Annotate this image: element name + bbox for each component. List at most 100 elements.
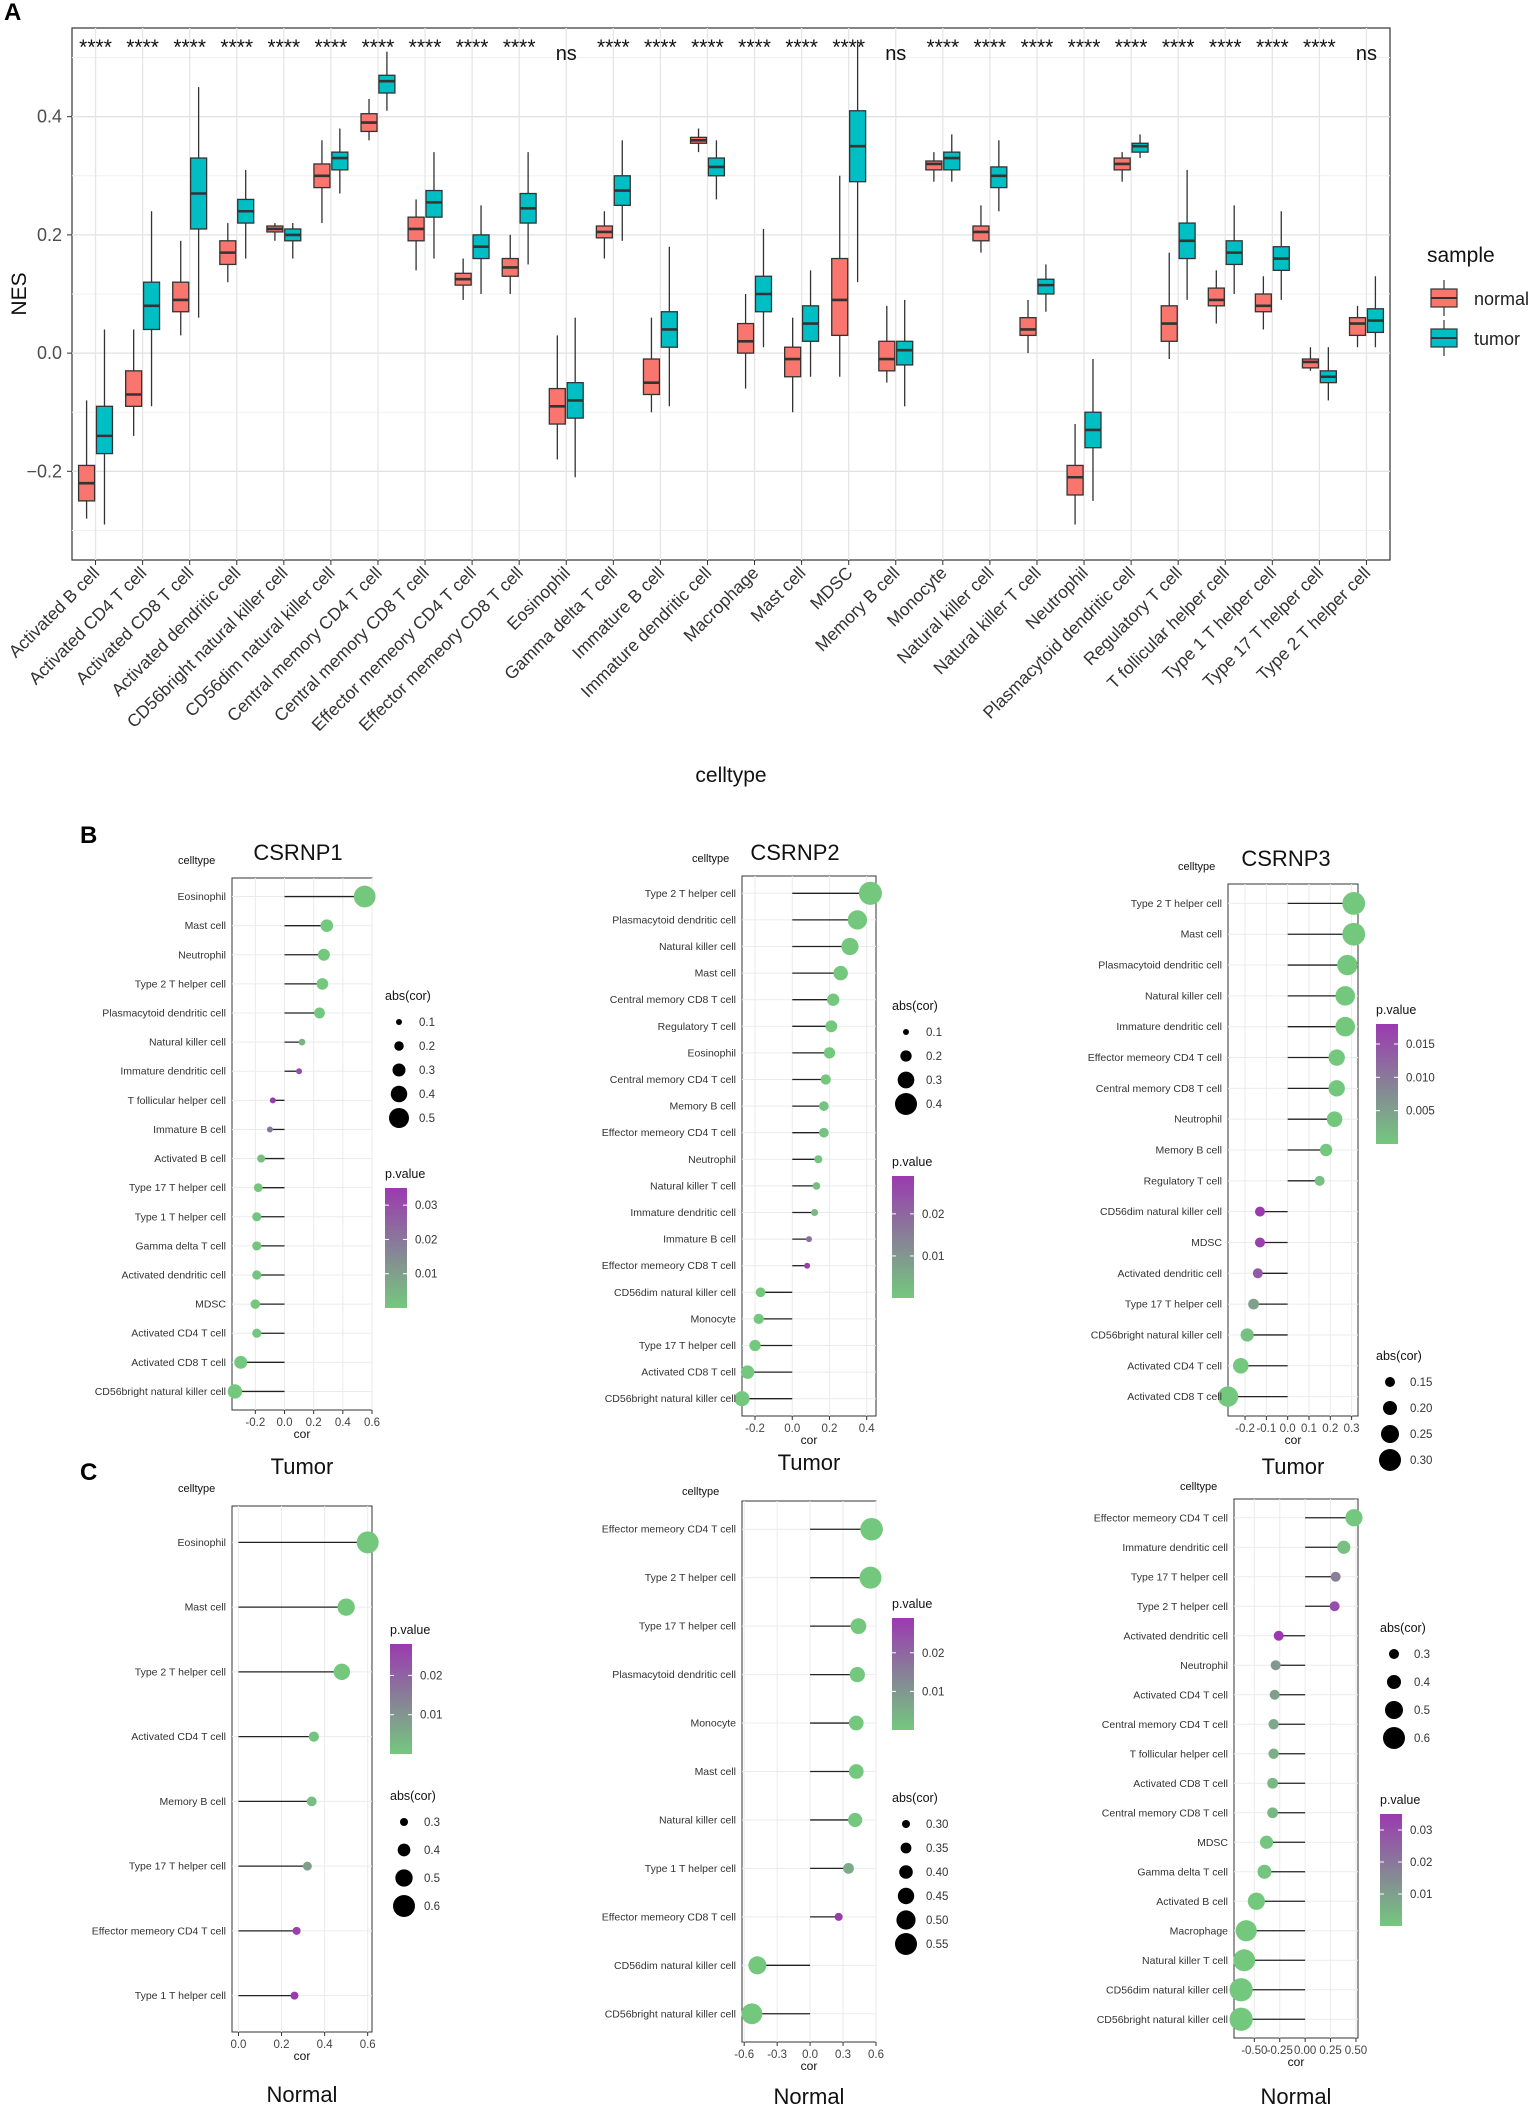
x-axis-label: cor: [294, 2049, 311, 2063]
x-tick-label: 0.0: [802, 2049, 818, 2061]
color-legend-title: p.value: [1380, 1793, 1420, 1807]
lollipop-dot: [1342, 892, 1366, 915]
x-axis-label: celltype: [695, 764, 766, 787]
celltype-label: Type 1 T helper cell: [645, 1863, 736, 1875]
size-legend-key: [895, 1093, 917, 1115]
lollipop-csrnp2-tumor: -0.2 0.0 0.2 0.4 Type 2 T helper cell Plasmac…: [602, 840, 945, 1475]
size-legend-key: [389, 1108, 409, 1128]
x-tick-label: -0.2: [745, 1423, 765, 1435]
celltype-label: Natural killer cell: [659, 1814, 736, 1826]
x-tick-label: 0.2: [1322, 1423, 1338, 1435]
x-tick-label: -0.6: [734, 2049, 754, 2061]
lollipop-csrnp3-tumor: -0.2 -0.1 0.0 0.1 0.2 0.3 Type 2 T helper cell…: [1088, 846, 1435, 1479]
size-legend-key: [1387, 1675, 1401, 1689]
lollipop-dot: [858, 881, 882, 905]
celltype-label: T follicular helper cell: [1130, 1748, 1228, 1760]
color-legend-label: 0.03: [415, 1200, 437, 1212]
significance-label: ****: [644, 36, 677, 59]
x-tick-label: -0.2: [1235, 1423, 1255, 1435]
color-legend-label: 0.005: [1406, 1106, 1435, 1118]
size-legend-key: [1389, 1649, 1399, 1659]
celltype-label: Mast cell: [185, 1602, 226, 1614]
lollipop-dot: [337, 1598, 355, 1616]
color-legend-label: 0.01: [922, 1686, 944, 1698]
lollipop-dot: [1268, 1719, 1279, 1730]
size-legend-label: 0.55: [926, 1939, 948, 1951]
x-tick-label: 0.6: [868, 2049, 884, 2061]
box-normal: [1019, 316, 1037, 337]
x-tick-label: 0.1: [1301, 1423, 1317, 1435]
lollipop-dot: [804, 1262, 811, 1269]
lollipop-dot: [1329, 1601, 1340, 1612]
size-legend-key: [1383, 1727, 1405, 1749]
size-legend-label: 0.35: [926, 1843, 948, 1855]
size-legend-key: [897, 1887, 915, 1905]
box-normal: [878, 340, 896, 372]
lollipop-dot: [848, 1764, 864, 1779]
y-tick-label: 0.2: [37, 225, 62, 245]
significance-label: ns: [556, 43, 577, 65]
size-legend-label: 0.3: [1414, 1649, 1430, 1661]
x-tick-label: 0.2: [274, 2039, 290, 2051]
celltype-label: Type 17 T helper cell: [1131, 1571, 1228, 1583]
color-legend-title: p.value: [385, 1167, 425, 1181]
lollipop-dot: [748, 1956, 767, 1975]
celltype-label: Immature B cell: [153, 1124, 226, 1136]
x-tick-label: -0.2: [245, 1417, 265, 1429]
celltype-label: Mast cell: [1181, 929, 1222, 941]
lollipop-dot: [850, 1618, 867, 1635]
significance-label: ****: [974, 36, 1007, 59]
celltype-label: Effector memeory CD8 T cell: [602, 1911, 736, 1923]
lollipop-dot: [290, 1991, 299, 2000]
significance-label: ****: [832, 36, 865, 59]
lollipop-dot: [1267, 1777, 1279, 1789]
color-legend-title: p.value: [390, 1623, 430, 1637]
box-normal: [784, 346, 802, 378]
lollipop-dot: [252, 1270, 262, 1280]
size-legend-label: 0.45: [926, 1891, 948, 1903]
celltype-label: Type 2 T helper cell: [135, 978, 226, 990]
size-legend-label: 0.2: [926, 1051, 942, 1063]
celltype-label: Immature dendritic cell: [120, 1066, 226, 1078]
lollipop-dot: [250, 1299, 261, 1309]
celltype-label: Neutrophil: [688, 1154, 736, 1166]
size-legend-key: [397, 1843, 411, 1857]
significance-label: ****: [79, 36, 112, 59]
celltype-label: Monocyte: [690, 1313, 736, 1325]
celltype-label: Eosinophil: [688, 1047, 736, 1059]
x-tick-label: 0.00: [1294, 2045, 1316, 2057]
plot-frame: [741, 875, 877, 1417]
celltype-label: CD56bright natural killer cell: [605, 1393, 736, 1405]
lollipop-dot: [1330, 1571, 1341, 1582]
celltype-label: Type 2 T helper cell: [1131, 898, 1222, 910]
group-subtitle: Normal: [774, 2084, 845, 2109]
lollipop-csrnp1-normal: 0.0 0.2 0.4 0.6 Eosinophil Mast cell Type 2 T …: [92, 1483, 443, 2107]
celltype-label: Effector memeory CD4 T cell: [602, 1127, 736, 1139]
lollipop-csrnp2-normal: -0.6 -0.3 0.0 0.3 0.6 Effector memeory CD4 T …: [602, 1486, 949, 2109]
box-tumor: [896, 340, 914, 366]
celltype-label: Natural killer T cell: [1142, 1955, 1228, 1967]
celltype-label: Plasmacytoid dendritic cell: [612, 1669, 736, 1681]
box-normal: [831, 257, 849, 337]
celltype-label: Mast cell: [695, 1766, 736, 1778]
x-tick-label: 0.6: [364, 1417, 380, 1429]
size-legend-label: 0.4: [424, 1845, 441, 1857]
significance-label: ****: [503, 36, 536, 59]
size-legend-key: [395, 1869, 413, 1887]
lollipop-dot: [1267, 1807, 1279, 1819]
size-legend-label: 0.4: [419, 1089, 436, 1101]
x-tick-label: 0.3: [1344, 1423, 1360, 1435]
celltype-label: Immature dendritic cell: [1116, 1021, 1222, 1033]
lollipop-dot: [298, 1038, 306, 1046]
x-axis-label: cor: [1285, 1433, 1302, 1447]
box-tumor: [425, 189, 443, 218]
x-axis-label: cor: [801, 2059, 818, 2073]
lollipop-dot: [1269, 1689, 1280, 1700]
size-legend-key: [1385, 1377, 1395, 1387]
lollipop-dot: [292, 1926, 301, 1935]
celltype-label: Type 2 T helper cell: [645, 1572, 736, 1584]
size-legend-label: 0.4: [926, 1099, 943, 1111]
x-axis-label: cor: [801, 1433, 818, 1447]
lollipop-dot: [749, 1339, 761, 1352]
lollipop-dot: [740, 1365, 755, 1379]
